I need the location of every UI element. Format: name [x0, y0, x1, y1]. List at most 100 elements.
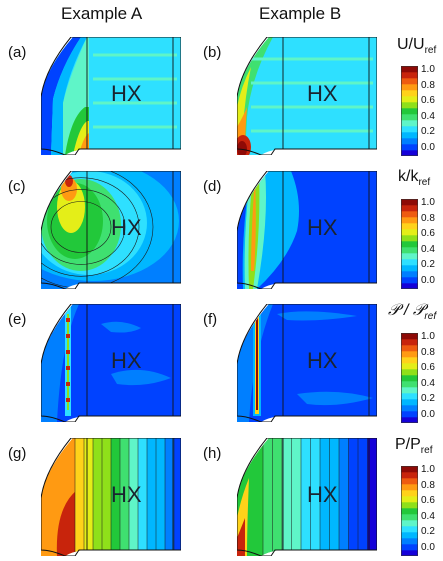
colorbar-swatch [401, 78, 418, 85]
tick-label: 1.0 [421, 64, 435, 75]
colorbar-title-velocity: U/Uref [397, 36, 437, 57]
colorbar-velocity [401, 66, 418, 161]
colorbar-swatch [401, 387, 418, 394]
tick-label: 1.0 [421, 197, 435, 208]
tick-label: 0.2 [421, 526, 435, 538]
colorbar-swatch [401, 369, 418, 376]
tick-label: 0.6 [421, 228, 435, 240]
colorbar-swatch [401, 393, 418, 400]
panel-label-a: (a) [8, 44, 27, 61]
colorbar-swatch [401, 229, 418, 236]
hx-label: HX [111, 81, 142, 106]
contour-panel-d: HX [237, 171, 377, 289]
tick-label: 0.8 [421, 79, 435, 91]
colorbar-swatch [401, 375, 418, 382]
hx-label: HX [307, 215, 338, 240]
colorbar-swatch [401, 96, 418, 103]
colorbar-swatch [401, 253, 418, 260]
colorbar-swatch [401, 126, 418, 133]
colorbar-swatch [401, 399, 418, 406]
tick-label: 0.0 [421, 142, 435, 153]
colorbar-swatch [401, 417, 418, 424]
tick-label: 0.0 [421, 275, 435, 286]
colorbar-swatch [401, 283, 418, 290]
tick-label: 0.4 [421, 243, 435, 255]
colorbar-swatch [401, 241, 418, 248]
tick-label: 0.0 [421, 409, 435, 420]
colorbar-swatch [401, 205, 418, 212]
colorbar-swatch [401, 466, 418, 473]
panel-label-g: (g) [8, 445, 27, 462]
colorbar-swatch [401, 357, 418, 364]
tick-label: 0.2 [421, 126, 435, 138]
tick-label: 0.6 [421, 495, 435, 507]
hx-label: HX [307, 81, 338, 106]
colorbar-swatch [401, 211, 418, 218]
colorbar-swatch [401, 120, 418, 127]
colorbar-title-pressure: P/Pref [395, 436, 433, 457]
colorbar-swatch [401, 544, 418, 551]
tick-label: 0.8 [421, 212, 435, 224]
contour-panel-f: HX [237, 304, 377, 422]
column-title-example-a: Example A [61, 4, 143, 23]
panel-label-c: (c) [8, 178, 26, 195]
colorbar-swatch [401, 532, 418, 539]
panel-label-e: (e) [8, 311, 27, 328]
hx-label: HX [111, 348, 142, 373]
panel-label-f: (f) [203, 311, 218, 328]
column-title-example-b: Example B [259, 4, 342, 23]
colorbar-swatch [401, 132, 418, 139]
colorbar-swatch [401, 223, 418, 230]
tick-label: 0.4 [421, 110, 435, 122]
colorbar-swatch [401, 508, 418, 515]
colorbar-swatch [401, 84, 418, 91]
tick-label: 0.2 [421, 259, 435, 271]
colorbar-swatch [401, 496, 418, 503]
colorbar-swatch [401, 259, 418, 266]
tick-label: 0.8 [421, 479, 435, 491]
tick-label: 0.6 [421, 95, 435, 107]
colorbar-swatch [401, 72, 418, 79]
colorbar-title-production: 𝒫 / 𝒫ref [388, 302, 437, 323]
panel-label-b: (b) [203, 44, 222, 61]
colorbar-swatch [401, 66, 418, 73]
panel-label-d: (d) [203, 178, 222, 195]
tick-label: 0.8 [421, 346, 435, 358]
colorbar-swatch [401, 333, 418, 340]
hx-label: HX [307, 482, 338, 507]
tick-label: 0.4 [421, 510, 435, 522]
hx-label: HX [111, 482, 142, 507]
contour-panel-g: HX [41, 438, 181, 556]
colorbar-swatch [401, 538, 418, 545]
colorbar-swatch [401, 411, 418, 418]
colorbar-swatch [401, 271, 418, 278]
colorbar-title-tke: k/kref [398, 168, 431, 189]
colorbar-swatch [401, 550, 418, 557]
tick-label: 0.6 [421, 362, 435, 374]
colorbar-swatch [401, 150, 418, 157]
colorbar-swatch [401, 277, 418, 284]
contour-panel-b: HX [237, 37, 377, 155]
colorbar-swatch [401, 472, 418, 479]
colorbar-swatch [401, 138, 418, 145]
colorbar-swatch [401, 102, 418, 109]
colorbar-swatch [401, 144, 418, 151]
hx-label: HX [307, 348, 338, 373]
colorbar-swatch [401, 345, 418, 352]
colorbar-swatch [401, 217, 418, 224]
colorbar-swatch [401, 265, 418, 272]
colorbar-swatch [401, 351, 418, 358]
tick-label: 1.0 [421, 331, 435, 342]
colorbar-swatch [401, 514, 418, 521]
colorbar-swatch [401, 339, 418, 346]
contour-panel-a: HX [41, 37, 181, 155]
colorbar-swatch [401, 114, 418, 121]
colorbar-tke [401, 199, 418, 294]
colorbar-swatch [401, 490, 418, 497]
colorbar-swatch [401, 484, 418, 491]
contour-panel-c: HX [41, 171, 181, 289]
tick-label: 0.0 [421, 542, 435, 553]
colorbar-swatch [401, 520, 418, 527]
colorbar-swatch [401, 90, 418, 97]
tick-label: 0.4 [421, 377, 435, 389]
